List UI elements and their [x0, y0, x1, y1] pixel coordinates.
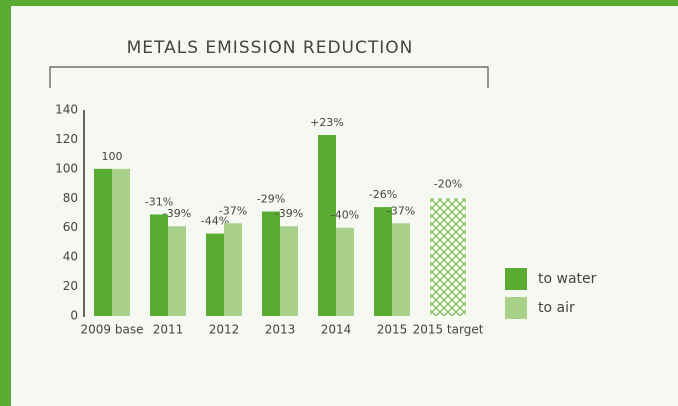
value-label: -44%: [201, 215, 229, 228]
x-tick-label: 2011: [153, 323, 184, 337]
x-tick-label: 2012: [209, 323, 240, 337]
value-label: -31%: [145, 195, 173, 208]
value-label: 100: [102, 150, 123, 163]
y-tick-label: 140: [55, 103, 78, 117]
bar: [374, 207, 392, 316]
bar: [168, 226, 186, 316]
bar: [112, 168, 130, 316]
legend-swatch: [505, 297, 527, 319]
bar: [224, 223, 242, 316]
title-bracket: [49, 66, 489, 88]
value-label: +23%: [310, 116, 344, 129]
bar: [318, 135, 336, 316]
y-tick-label: 60: [63, 220, 78, 234]
left-border: [0, 0, 11, 406]
bar: [280, 226, 298, 316]
y-tick-label: 40: [63, 250, 78, 264]
bar: [206, 233, 224, 316]
value-label: -29%: [257, 193, 285, 206]
value-label: -39%: [275, 207, 303, 220]
bar: [94, 168, 112, 316]
x-tick-label: 2013: [265, 323, 296, 337]
bar: [392, 223, 410, 316]
value-label: -40%: [331, 209, 359, 222]
x-tick-label: 2015 target: [413, 323, 484, 337]
value-label: -26%: [369, 188, 397, 201]
value-label: -37%: [387, 204, 415, 217]
legend-label: to air: [538, 300, 575, 316]
bar: [336, 227, 354, 316]
y-tick-label: 20: [63, 279, 78, 293]
y-tick-label: 100: [55, 161, 78, 175]
top-border: [0, 0, 678, 6]
target-label: -20%: [434, 177, 462, 190]
target-bar: [430, 198, 466, 316]
bar: [262, 211, 280, 316]
y-tick-label: 0: [70, 309, 78, 323]
chart-title: METALS EMISSION REDUCTION: [127, 38, 414, 58]
y-tick-label: 80: [63, 191, 78, 205]
value-label: -39%: [163, 207, 191, 220]
y-tick-label: 120: [55, 132, 78, 146]
x-tick-label: 2014: [321, 323, 352, 337]
x-tick-label: 2009 base: [81, 323, 144, 337]
value-label: -37%: [219, 204, 247, 217]
bar: [150, 214, 168, 316]
legend-label: to water: [538, 271, 597, 287]
legend-swatch: [505, 268, 527, 290]
x-tick-label: 2015: [377, 323, 408, 337]
